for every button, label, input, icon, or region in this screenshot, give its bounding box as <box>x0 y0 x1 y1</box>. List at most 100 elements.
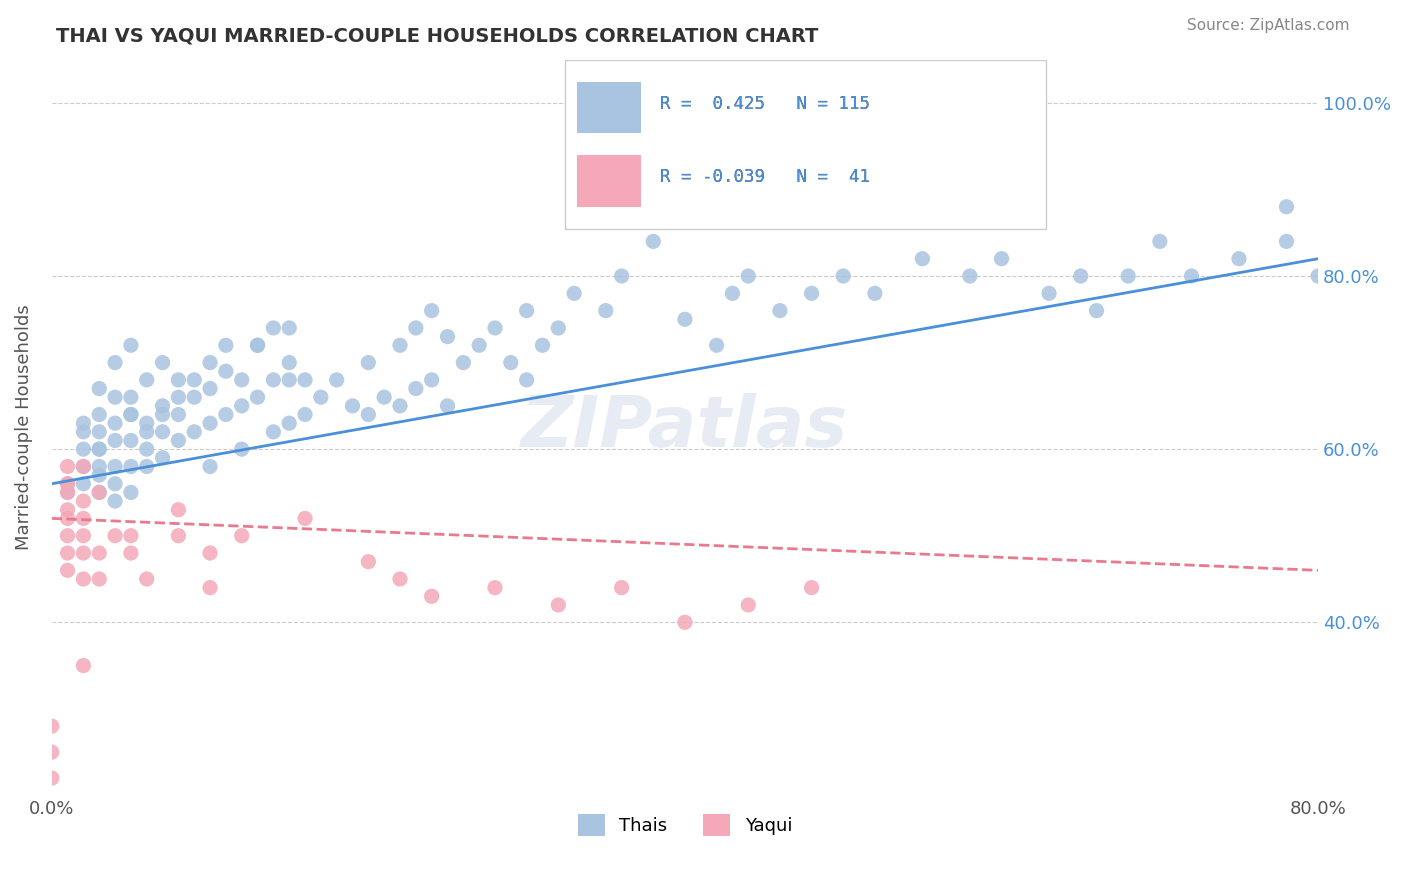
Point <box>673 312 696 326</box>
Point <box>198 459 221 474</box>
Point <box>278 321 301 335</box>
Text: R = -0.039   N =  41: R = -0.039 N = 41 <box>659 169 870 186</box>
Point <box>215 364 238 378</box>
Point <box>72 416 94 430</box>
Point <box>198 546 221 560</box>
Point <box>56 502 79 516</box>
Point <box>388 338 411 352</box>
Point <box>72 572 94 586</box>
Point <box>436 399 458 413</box>
Point <box>484 321 506 335</box>
Point <box>436 329 458 343</box>
Point <box>120 546 142 560</box>
Point <box>135 373 157 387</box>
Point <box>104 416 127 430</box>
Point <box>56 485 79 500</box>
Point <box>309 390 332 404</box>
Point <box>72 442 94 457</box>
Point <box>72 511 94 525</box>
Point <box>357 355 380 369</box>
Point <box>120 390 142 404</box>
FancyBboxPatch shape <box>578 155 641 207</box>
Point <box>104 494 127 508</box>
Point <box>610 268 633 283</box>
Point <box>89 485 111 500</box>
Point <box>420 303 443 318</box>
Point <box>72 425 94 439</box>
Point <box>167 408 190 422</box>
Point <box>198 382 221 396</box>
Point <box>56 459 79 474</box>
Text: Source: ZipAtlas.com: Source: ZipAtlas.com <box>1187 18 1350 33</box>
Point <box>1308 268 1330 283</box>
Point <box>531 338 554 352</box>
FancyBboxPatch shape <box>578 82 641 133</box>
Point <box>135 442 157 457</box>
Point <box>643 235 665 249</box>
Point <box>832 268 855 283</box>
Point <box>72 546 94 560</box>
Point <box>658 139 681 153</box>
Point <box>72 529 94 543</box>
FancyBboxPatch shape <box>565 60 1046 229</box>
Point <box>72 494 94 508</box>
Point <box>1275 200 1298 214</box>
Point <box>911 252 934 266</box>
Point <box>262 321 284 335</box>
Point <box>56 563 79 577</box>
Point <box>1116 268 1139 283</box>
Point <box>183 373 205 387</box>
Point <box>104 459 127 474</box>
Point <box>198 355 221 369</box>
Point <box>246 338 269 352</box>
Point <box>959 268 981 283</box>
Point <box>737 268 759 283</box>
Point <box>562 286 585 301</box>
Point <box>1070 268 1092 283</box>
Point <box>120 338 142 352</box>
Point <box>1038 286 1060 301</box>
Point <box>231 442 253 457</box>
Point <box>167 529 190 543</box>
Point <box>1085 303 1108 318</box>
Text: ZIPatlas: ZIPatlas <box>522 393 849 462</box>
Point <box>104 529 127 543</box>
Point <box>56 485 79 500</box>
Point <box>278 416 301 430</box>
Point <box>610 581 633 595</box>
Point <box>342 399 364 413</box>
Point <box>737 598 759 612</box>
Point <box>800 286 823 301</box>
Point <box>72 459 94 474</box>
Point <box>120 434 142 448</box>
Point <box>41 719 63 733</box>
Point <box>405 321 427 335</box>
Point <box>152 450 174 465</box>
Point <box>373 390 395 404</box>
Point <box>215 408 238 422</box>
Point <box>120 529 142 543</box>
Point <box>595 303 617 318</box>
Point <box>167 373 190 387</box>
Point <box>56 476 79 491</box>
Legend: Thais, Yaqui: Thais, Yaqui <box>568 805 801 846</box>
Y-axis label: Married-couple Households: Married-couple Households <box>15 305 32 550</box>
Point <box>547 598 569 612</box>
Point <box>1149 235 1171 249</box>
Point <box>468 338 491 352</box>
Point <box>405 382 427 396</box>
Point <box>89 425 111 439</box>
Point <box>56 546 79 560</box>
Point <box>104 355 127 369</box>
Point <box>231 399 253 413</box>
Point <box>357 555 380 569</box>
Point <box>89 468 111 483</box>
Point <box>89 485 111 500</box>
Point <box>167 390 190 404</box>
Point <box>990 252 1012 266</box>
Point <box>72 658 94 673</box>
Point <box>262 373 284 387</box>
Point <box>294 373 316 387</box>
Point <box>120 459 142 474</box>
Point <box>89 382 111 396</box>
